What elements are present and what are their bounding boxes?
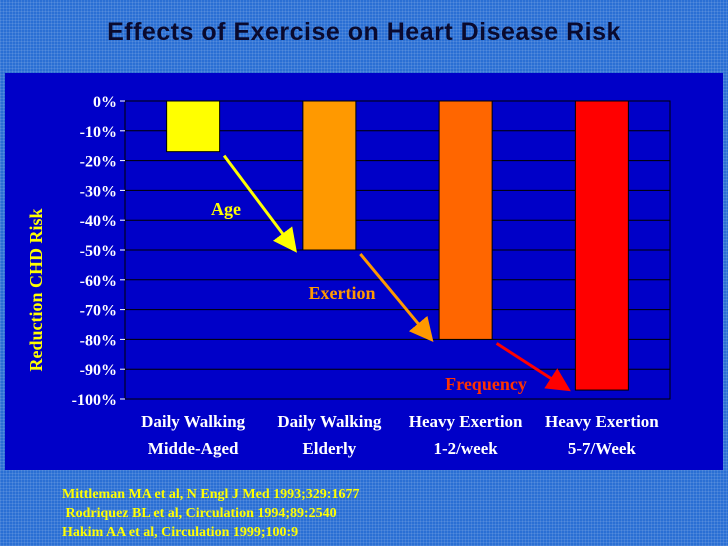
trend-arrow bbox=[359, 253, 434, 343]
annotation-label: Age bbox=[211, 199, 241, 219]
y-tick-label: -50% bbox=[80, 243, 117, 260]
y-tick-label: -10% bbox=[80, 124, 117, 141]
y-tick-label: -20% bbox=[80, 154, 117, 171]
chart-area: 0% -10% -20% -30% -40% -50% -60% -70% -80% -90% -1… bbox=[5, 73, 723, 470]
y-tick-label: -90% bbox=[80, 362, 117, 379]
bar bbox=[438, 100, 493, 340]
x-tick-label: Heavy Exertion bbox=[545, 412, 659, 431]
x-tick-label: 5-7/Week bbox=[568, 439, 637, 458]
y-tick-label: 0% bbox=[93, 94, 117, 111]
y-axis-title: Reduction CHD Risk bbox=[26, 208, 46, 371]
y-tick-label: -60% bbox=[80, 273, 117, 290]
y-tick-label: -40% bbox=[80, 213, 117, 230]
x-tick-label: Elderly bbox=[302, 439, 356, 458]
trend-arrow bbox=[495, 342, 571, 392]
x-tick-label: Midde-Aged bbox=[148, 439, 239, 458]
x-tick-label: Daily Walking bbox=[277, 412, 382, 431]
y-tick-label: -70% bbox=[80, 303, 117, 320]
reference-line: Hakim AA et al, Circulation 1999;100:9 bbox=[62, 525, 299, 540]
x-tick-label: Heavy Exertion bbox=[409, 412, 523, 431]
references: Mittleman MA et al, N Engl J Med 1993;32… bbox=[62, 485, 359, 542]
y-tick-label: -80% bbox=[80, 332, 117, 349]
y-tick-label: -30% bbox=[80, 183, 117, 200]
reference-line: Mittleman MA et al, N Engl J Med 1993;32… bbox=[62, 487, 360, 502]
x-tick-label: 1-2/week bbox=[434, 439, 499, 458]
bar-chart: 0% -10% -20% -30% -40% -50% -60% -70% -80% -90% -1… bbox=[26, 94, 671, 458]
bar bbox=[574, 100, 629, 391]
bar bbox=[166, 100, 221, 153]
annotation-label: Frequency bbox=[445, 374, 527, 394]
annotation-label: Exertion bbox=[309, 283, 376, 303]
x-tick-label: Daily Walking bbox=[141, 412, 246, 431]
reference-line: Rodriquez BL et al, Circulation 1994;89:… bbox=[62, 506, 337, 521]
bar bbox=[302, 100, 357, 251]
y-tick-label: -100% bbox=[72, 392, 117, 409]
slide-title: Effects of Exercise on Heart Disease Ris… bbox=[107, 18, 621, 46]
trend-arrow bbox=[222, 154, 297, 253]
